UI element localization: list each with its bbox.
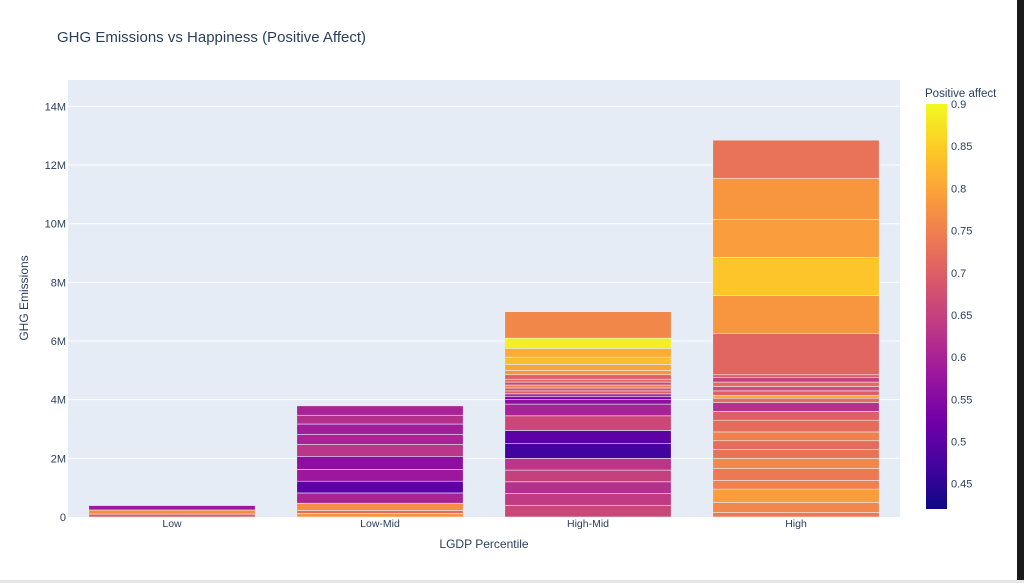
bar-segment: [504, 403, 672, 417]
x-tick-label: High: [785, 518, 807, 530]
bar-segment: [504, 415, 672, 431]
bar-segment: [296, 502, 464, 511]
bar-segment: [504, 493, 672, 506]
bar-segment: [712, 440, 880, 450]
colorbar-tick-label: 0.45: [951, 479, 972, 491]
bar-segment: [88, 509, 256, 515]
y-tick-label: 8M: [51, 277, 66, 289]
bar-segment: [88, 505, 256, 511]
bar-segment: [712, 458, 880, 469]
bar-segment: [504, 374, 672, 380]
bar-segment: [504, 504, 672, 518]
x-tick-label: High-Mid: [567, 518, 609, 530]
bar-segment: [504, 458, 672, 471]
bar-segment: [504, 396, 672, 400]
colorbar-tick-labels: 0.45 0.5 0.55 0.6 0.65 0.7 0.75 0.8 0.85 0.9: [951, 99, 972, 491]
bar-segment: [504, 443, 672, 459]
colorbar-tick-label: 0.5: [951, 437, 966, 449]
colorbar-tick-label: 0.8: [951, 183, 966, 195]
colorbar-tick-label: 0.85: [951, 141, 972, 153]
bar-segment: [712, 381, 880, 387]
bar-segment: [504, 370, 672, 376]
bar-segment: [296, 414, 464, 425]
y-tick-label: 14M: [45, 101, 66, 113]
bar-segment: [712, 402, 880, 412]
y-tick-label: 4M: [51, 395, 66, 407]
bar-segment: [296, 469, 464, 482]
bar-segment: [712, 502, 880, 513]
bar-segment: [296, 444, 464, 457]
bar-segment: [712, 419, 880, 433]
colorbar: [926, 104, 947, 509]
colorbar-tick-label: 0.6: [951, 352, 966, 364]
x-tick-labels: Low Low-Mid High-Mid High: [162, 518, 807, 530]
bar-segment: [504, 387, 672, 392]
bar-segment: [712, 394, 880, 399]
y-tick-label: 12M: [45, 160, 66, 172]
bar-segment: [712, 177, 880, 220]
colorbar-tick-label: 0.9: [951, 99, 966, 111]
bar-segment: [712, 480, 880, 490]
bar-segment: [504, 364, 672, 371]
bar-segment: [504, 430, 672, 444]
bar-segment: [712, 377, 880, 383]
colorbar-tick-label: 0.7: [951, 268, 966, 280]
bar-segment: [712, 397, 880, 403]
colorbar-tick-label: 0.65: [951, 310, 972, 322]
chart-title: GHG Emissions vs Happiness (Positive Aff…: [57, 29, 366, 46]
x-axis-title: LGDP Percentile: [439, 537, 528, 551]
y-tick-label: 10M: [45, 219, 66, 231]
bar-segment: [504, 393, 672, 398]
bar-segment: [504, 337, 672, 349]
bar-segment: [504, 381, 672, 386]
colorbar-title: Positive affect: [925, 88, 997, 100]
bar-segment: [504, 378, 672, 383]
x-tick-label: Low: [162, 518, 182, 530]
x-tick-label: Low-Mid: [360, 518, 400, 530]
bar-segment: [712, 139, 880, 179]
bar-segment: [504, 384, 672, 389]
bar-segment: [712, 468, 880, 481]
bar-segment: [712, 431, 880, 442]
colorbar-tick-label: 0.55: [951, 394, 972, 406]
bar-segment: [712, 390, 880, 396]
bar-segment: [296, 492, 464, 504]
bar-segment: [712, 219, 880, 258]
y-axis-title: GHG Emissions: [17, 255, 31, 340]
bar-segment: [712, 488, 880, 503]
window-edge: [1017, 0, 1024, 583]
bar-segment: [296, 423, 464, 435]
bar-segment: [712, 295, 880, 334]
bar-segment: [712, 411, 880, 421]
bar-segment: [296, 455, 464, 470]
bar-segment: [712, 333, 880, 376]
y-tick-labels: 0 2M 4M 6M 8M 10M 12M 14M: [45, 101, 66, 524]
bar-segment: [296, 405, 464, 416]
bar-segment: [712, 257, 880, 296]
bar-segment: [296, 510, 464, 514]
bar-segment: [296, 433, 464, 445]
bar-segment: [712, 449, 880, 459]
bar-segment: [504, 390, 672, 395]
bar-segment: [296, 513, 464, 518]
bar-segment: [504, 311, 672, 339]
bar-segment: [296, 480, 464, 494]
bar-segment: [504, 469, 672, 483]
bar-segment: [504, 356, 672, 365]
bar-segment: [712, 512, 880, 518]
y-tick-label: 2M: [51, 453, 66, 465]
bar-segment: [712, 374, 880, 378]
bar-segment: [504, 399, 672, 405]
y-tick-label: 6M: [51, 336, 66, 348]
y-tick-label: 0: [60, 512, 66, 524]
bar-segment: [504, 348, 672, 358]
bar-segment: [504, 481, 672, 494]
bars-layer: [88, 139, 880, 518]
bar-segment: [712, 386, 880, 392]
bar-segment: [88, 513, 256, 518]
window-edge-bottom: [0, 580, 1024, 583]
colorbar-tick-label: 0.75: [951, 226, 972, 238]
